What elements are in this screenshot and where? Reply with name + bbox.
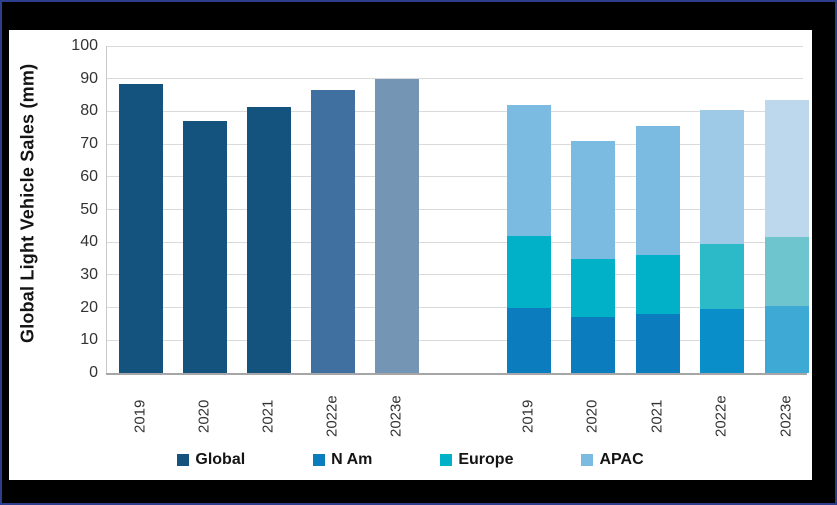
gridline-30: [107, 274, 803, 276]
bar-stacked-2020: [571, 140, 615, 373]
segment-n-am-2020: [571, 317, 615, 373]
bar-stacked-2021: [635, 126, 680, 373]
legend-item-n-am: N Am: [313, 451, 372, 469]
legend-label: Europe: [458, 451, 514, 468]
legend-item-global: Global: [177, 451, 245, 469]
y-tick-label: 10: [80, 331, 98, 349]
x-tick-label-right-2023e: 2023e: [777, 395, 794, 437]
bar-global-2023e: [375, 78, 419, 373]
segment-europe-2020: [571, 258, 615, 318]
segment-europe-2019: [506, 235, 551, 308]
gridline-40: [107, 241, 803, 243]
y-tick-label: 40: [80, 233, 98, 251]
bar-global-2021: [247, 106, 291, 373]
gridline-100: [107, 45, 803, 47]
bar-global-2022e: [311, 90, 355, 373]
legend-label: APAC: [599, 451, 644, 468]
x-tick-label-right-2019: 2019: [519, 399, 536, 433]
x-tick-label-left-2023e: 2023e: [387, 395, 405, 437]
bar-stacked-2023e: [764, 99, 809, 373]
y-tick-label: 80: [80, 102, 98, 120]
chart-panel: Global Light Vehicle Sales (mm) 0 10 20 30 4…: [9, 30, 812, 480]
segment-n-am-2023e: [764, 305, 809, 373]
segment-apac-2022e: [700, 109, 744, 244]
legend-label: Global: [195, 451, 246, 468]
gridline-20: [107, 307, 803, 309]
y-tick-label: 100: [71, 37, 98, 54]
chart-legend: Global N Am Europe APAC: [9, 451, 812, 469]
y-tick-label: 60: [80, 167, 98, 185]
segment-apac-2023e: [764, 99, 809, 238]
x-tick-label-left-2020: 2020: [195, 399, 213, 433]
legend-swatch-icon: [177, 454, 190, 466]
x-axis-line: [106, 373, 807, 375]
bar-global-2019: [119, 83, 163, 373]
bar-global-2020: [183, 121, 227, 373]
segment-europe-2022e: [700, 243, 744, 310]
segment-apac-2020: [571, 140, 615, 259]
bar-stacked-2019: [506, 104, 551, 373]
y-tick-label: 0: [89, 364, 98, 381]
segment-apac-2019: [506, 104, 551, 236]
legend-label: N Am: [331, 451, 373, 468]
y-tick-label: 70: [80, 135, 98, 153]
legend-item-europe: Europe: [440, 451, 513, 469]
segment-n-am-2022e: [700, 309, 744, 373]
gridline-10: [107, 339, 803, 341]
x-tick-label-left-2019: 2019: [131, 399, 149, 433]
gridline-70: [107, 143, 803, 145]
gridline-90: [107, 78, 803, 80]
x-tick-label-right-2021: 2021: [648, 399, 665, 433]
x-tick-label-left-2021: 2021: [259, 399, 277, 433]
legend-swatch-icon: [313, 454, 326, 466]
segment-n-am-2019: [506, 307, 551, 373]
y-tick-label: 20: [80, 298, 98, 316]
legend-swatch-icon: [440, 454, 453, 466]
gridline-60: [107, 176, 803, 178]
bar-stacked-2022e: [700, 109, 744, 373]
segment-europe-2021: [635, 255, 680, 315]
segment-apac-2021: [635, 126, 680, 256]
segment-n-am-2021: [635, 314, 680, 373]
y-tick-label: 30: [80, 265, 98, 283]
x-tick-label-right-2022e: 2022e: [712, 395, 730, 437]
gridline-50: [107, 209, 803, 210]
plot-area: [106, 45, 809, 375]
x-tick-label-right-2020: 2020: [583, 399, 601, 433]
legend-swatch-icon: [581, 454, 594, 466]
y-tick-label: 90: [80, 69, 98, 87]
x-tick-label-left-2022e: 2022e: [323, 395, 341, 437]
y-tick-label: 50: [80, 200, 98, 218]
legend-item-apac: APAC: [581, 451, 644, 469]
gridline-80: [107, 110, 803, 112]
segment-europe-2023e: [764, 237, 809, 306]
